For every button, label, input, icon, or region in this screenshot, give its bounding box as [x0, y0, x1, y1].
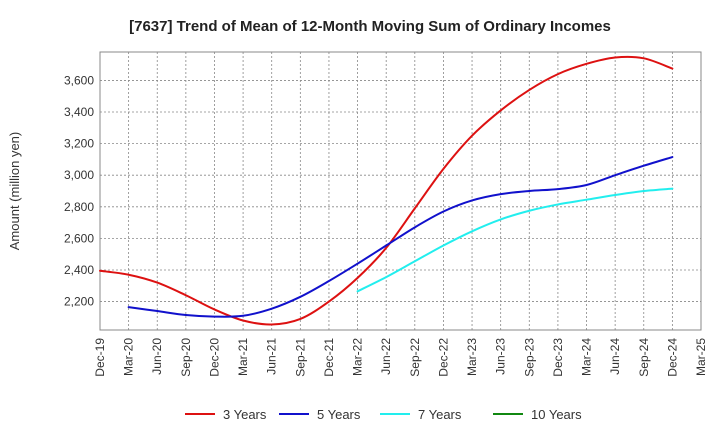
x-tick-label: Sep-23: [522, 338, 536, 377]
series-line-5-years: [127, 156, 674, 318]
x-tick-label: Sep-20: [179, 338, 193, 377]
x-tick-label: Dec-19: [93, 338, 107, 377]
y-tick-label: 2,400: [64, 263, 94, 277]
x-axis-tick-labels: Dec-19 Mar-20 Jun-20 Sep-20 Dec-20 Mar-21 Jun-…: [93, 338, 708, 377]
legend: 3 Years 5 Years 7 Years 10 Years: [185, 407, 582, 422]
x-tick-label: Dec-22: [436, 338, 450, 377]
x-tick-label: Jun-24: [608, 338, 622, 375]
x-tick-label: Sep-22: [408, 338, 422, 377]
grid-lines: [100, 52, 701, 330]
x-tick-label: Dec-20: [207, 338, 221, 377]
x-tick-label: Mar-20: [122, 338, 136, 376]
y-tick-label: 2,800: [64, 200, 94, 214]
x-tick-label: Mar-22: [351, 338, 365, 376]
x-tick-label: Jun-21: [265, 338, 279, 375]
y-tick-label: 3,000: [64, 168, 94, 182]
series-line-7-years: [356, 187, 674, 293]
legend-label-10-years: 10 Years: [531, 407, 582, 422]
x-tick-label: Jun-22: [379, 338, 393, 375]
x-tick-label: Sep-24: [637, 338, 651, 377]
y-tick-label: 2,200: [64, 295, 94, 309]
chart-title: [7637] Trend of Mean of 12-Month Moving …: [129, 18, 611, 35]
x-tick-label: Mar-21: [236, 338, 250, 376]
x-tick-label: Dec-23: [551, 338, 565, 377]
x-tick-label: Jun-23: [494, 338, 508, 375]
y-axis-label: Amount (million yen): [7, 132, 22, 251]
y-tick-label: 3,600: [64, 73, 94, 87]
legend-label-3-years: 3 Years: [223, 407, 267, 422]
x-tick-label: Dec-24: [665, 338, 679, 377]
series-line-3-years: [99, 55, 674, 326]
x-tick-label: Mar-25: [694, 338, 708, 376]
legend-label-5-years: 5 Years: [317, 407, 361, 422]
x-tick-label: Mar-24: [580, 338, 594, 376]
x-tick-label: Jun-20: [150, 338, 164, 375]
x-tick-label: Mar-23: [465, 338, 479, 376]
y-tick-label: 2,600: [64, 231, 94, 245]
y-tick-label: 3,200: [64, 137, 94, 151]
x-tick-label: Sep-21: [293, 338, 307, 377]
series-lines: [99, 55, 674, 326]
plot-area: [99, 51, 702, 331]
legend-label-7-years: 7 Years: [418, 407, 462, 422]
y-tick-label: 3,400: [64, 105, 94, 119]
y-axis-tick-labels: 2,200 2,400 2,600 2,800 3,000 3,200 3,400 3,600: [64, 73, 94, 308]
x-tick-label: Dec-21: [322, 338, 336, 377]
